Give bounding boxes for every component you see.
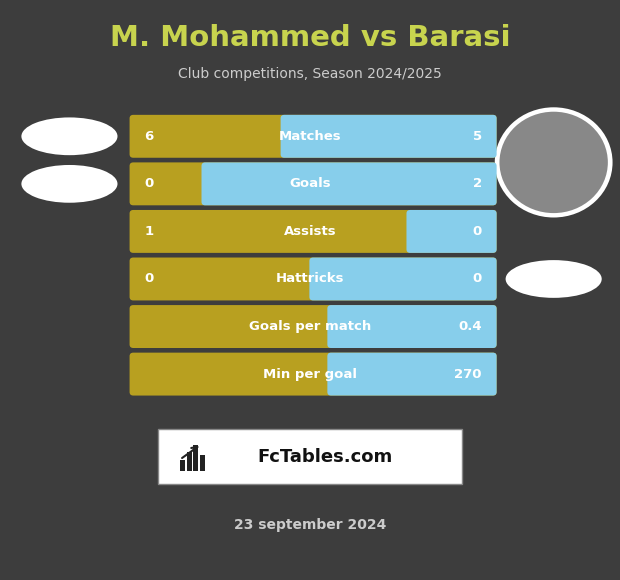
Text: 1: 1 bbox=[144, 225, 154, 238]
Text: 23 september 2024: 23 september 2024 bbox=[234, 518, 386, 532]
Text: Goals per match: Goals per match bbox=[249, 320, 371, 333]
FancyBboxPatch shape bbox=[200, 455, 205, 471]
Circle shape bbox=[500, 112, 608, 213]
Text: Matches: Matches bbox=[278, 130, 342, 143]
Text: 6: 6 bbox=[144, 130, 154, 143]
Text: 5: 5 bbox=[472, 130, 482, 143]
FancyBboxPatch shape bbox=[130, 258, 497, 300]
FancyBboxPatch shape bbox=[130, 305, 497, 348]
Circle shape bbox=[495, 107, 613, 218]
Text: 2: 2 bbox=[472, 177, 482, 190]
FancyBboxPatch shape bbox=[202, 162, 497, 205]
Text: 0: 0 bbox=[144, 177, 154, 190]
Text: FcTables.com: FcTables.com bbox=[257, 448, 393, 466]
FancyBboxPatch shape bbox=[281, 115, 497, 158]
FancyBboxPatch shape bbox=[130, 353, 497, 396]
Text: 0: 0 bbox=[144, 273, 154, 285]
Text: Assists: Assists bbox=[284, 225, 336, 238]
FancyBboxPatch shape bbox=[193, 445, 198, 471]
Text: Min per goal: Min per goal bbox=[263, 368, 357, 380]
Text: Hattricks: Hattricks bbox=[276, 273, 344, 285]
Ellipse shape bbox=[21, 165, 118, 203]
FancyBboxPatch shape bbox=[407, 210, 497, 253]
Text: Goals: Goals bbox=[289, 177, 331, 190]
FancyBboxPatch shape bbox=[180, 459, 185, 471]
Ellipse shape bbox=[505, 260, 601, 298]
Text: 0: 0 bbox=[472, 225, 482, 238]
Text: 0.4: 0.4 bbox=[458, 320, 482, 333]
FancyBboxPatch shape bbox=[327, 305, 497, 348]
FancyBboxPatch shape bbox=[130, 115, 497, 158]
Text: M. Mohammed vs Barasi: M. Mohammed vs Barasi bbox=[110, 24, 510, 52]
FancyBboxPatch shape bbox=[309, 258, 497, 300]
Ellipse shape bbox=[21, 117, 118, 155]
FancyBboxPatch shape bbox=[187, 452, 192, 471]
FancyBboxPatch shape bbox=[327, 353, 497, 396]
FancyBboxPatch shape bbox=[158, 429, 462, 484]
Text: 0: 0 bbox=[472, 273, 482, 285]
Text: 270: 270 bbox=[454, 368, 482, 380]
FancyBboxPatch shape bbox=[130, 162, 497, 205]
FancyBboxPatch shape bbox=[130, 210, 497, 253]
Text: Club competitions, Season 2024/2025: Club competitions, Season 2024/2025 bbox=[178, 67, 442, 81]
